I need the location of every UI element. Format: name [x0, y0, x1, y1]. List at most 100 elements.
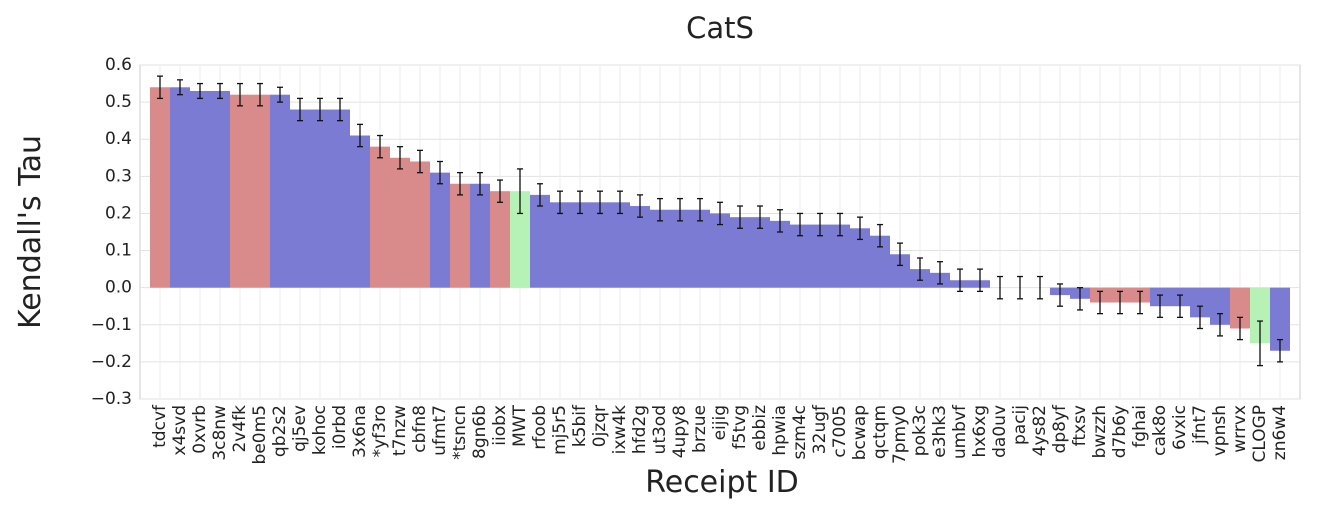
bar: [390, 157, 410, 288]
bar: [590, 202, 610, 288]
x-tick-label: be0m5: [250, 405, 270, 464]
x-tick-label: i0rbd: [330, 405, 350, 449]
bar: [210, 90, 230, 288]
x-tick-label: dp8yf: [1050, 404, 1070, 453]
x-tick-label: umbvf: [950, 404, 970, 459]
x-tick-label: jfnt7: [1190, 405, 1210, 445]
bar: [570, 202, 590, 288]
bar: [850, 228, 870, 288]
bar: [650, 209, 670, 288]
bar: [1250, 287, 1270, 344]
x-tick-label: f5tvg: [730, 405, 750, 449]
y-tick-label: 0.0: [105, 278, 132, 298]
y-tick-label: 0.4: [105, 129, 132, 149]
x-tick-label: wrrvx: [1230, 405, 1250, 453]
bar: [670, 209, 690, 288]
x-tick-label: cbfn8: [410, 405, 430, 453]
x-tick-label: ixw4k: [610, 405, 630, 455]
bar: [490, 191, 510, 288]
bar: [250, 94, 270, 288]
x-tick-label: ftxsv: [1070, 405, 1090, 446]
x-tick-label: pacij: [1010, 405, 1030, 445]
x-tick-label: 0jzqr: [590, 405, 610, 447]
x-tick-label: 8gn6b: [470, 405, 490, 459]
bar: [830, 224, 850, 288]
x-tick-label: MWT: [510, 404, 530, 446]
x-tick-label: 2v4fk: [230, 405, 250, 453]
bar: [430, 172, 450, 288]
bar: [1270, 287, 1290, 351]
y-tick-label: 0.6: [105, 55, 132, 75]
x-tick-label: c7005: [830, 405, 850, 458]
x-tick-label: CLOGP: [1250, 405, 1270, 463]
y-tick-label: 0.1: [105, 241, 132, 261]
x-tick-label: iiobx: [490, 405, 510, 446]
bar: [170, 87, 190, 288]
bar: [310, 109, 330, 288]
bar: [810, 224, 830, 288]
bar: [690, 209, 710, 288]
bar: [450, 183, 470, 288]
x-tick-label: hfd2g: [630, 405, 650, 454]
x-tick-label: 4ys82: [1030, 405, 1050, 456]
x-tick-label: vpnsh: [1210, 405, 1230, 456]
x-tick-label: pok3c: [910, 405, 930, 456]
chart-title: CatS: [686, 11, 754, 45]
x-tick-label: tdcvf: [150, 404, 170, 448]
x-tick-label: bcwap: [850, 405, 870, 460]
bar: [290, 109, 310, 288]
x-tick-label: 3x6na: [350, 405, 370, 458]
y-tick-label: −0.2: [91, 352, 132, 372]
x-tick-label: kohoc: [310, 405, 330, 455]
x-tick-label: 3c8nw: [210, 405, 230, 461]
x-tick-label: rfoob: [530, 405, 550, 450]
x-tick-label: da0uv: [990, 405, 1010, 458]
y-tick-label: −0.3: [91, 389, 132, 409]
x-tick-label: fghai: [1130, 405, 1150, 448]
x-tick-label: d7b6y: [1110, 405, 1130, 458]
bar: [790, 224, 810, 288]
x-tick-label: qj5ev: [290, 405, 310, 452]
x-tick-label: ufmt7: [430, 405, 450, 456]
bar: [510, 191, 530, 288]
bar: [190, 90, 210, 288]
x-tick-label: szm4c: [790, 405, 810, 460]
x-tick-label: ebbiz: [750, 405, 770, 451]
x-tick-label: 4upy8: [670, 405, 690, 458]
x-tick-label: qb2s2: [270, 405, 290, 457]
bar: [1190, 287, 1210, 318]
x-tick-label: 6vxic: [1170, 405, 1190, 450]
x-tick-label: brzue: [690, 405, 710, 453]
x-tick-label: cak8o: [1150, 405, 1170, 456]
bar: [370, 146, 390, 288]
x-tick-label: bwzzh: [1090, 405, 1110, 458]
bar: [150, 87, 170, 288]
y-tick-label: 0.3: [105, 166, 132, 186]
bar: [550, 202, 570, 288]
x-tick-label: hpwia: [770, 405, 790, 456]
bar: [770, 220, 790, 288]
bar: [750, 217, 770, 288]
x-tick-label: mj5r5: [550, 405, 570, 455]
bar: [1230, 287, 1250, 329]
x-axis-label: Receipt ID: [645, 465, 799, 500]
x-tick-label: ut3od: [650, 405, 670, 454]
bar: [270, 94, 290, 288]
bar: [630, 206, 650, 288]
bar: [1210, 287, 1230, 325]
x-tick-label: *tsncn: [450, 405, 470, 460]
y-tick-label: 0.5: [105, 92, 132, 112]
x-tick-label: e3hk3: [930, 405, 950, 458]
x-tick-label: 32ugf: [810, 404, 830, 454]
bar: [890, 254, 910, 288]
x-tick-label: 7pmy0: [890, 405, 910, 464]
x-tick-label: hx6xg: [970, 405, 990, 458]
bar: [870, 235, 890, 288]
y-tick-label: −0.1: [91, 315, 132, 335]
x-tick-label: qctqm: [870, 405, 890, 459]
x-tick-label: 0xvrb: [190, 405, 210, 454]
bar: [710, 213, 730, 288]
bar: [470, 183, 490, 288]
bar: [410, 161, 430, 288]
